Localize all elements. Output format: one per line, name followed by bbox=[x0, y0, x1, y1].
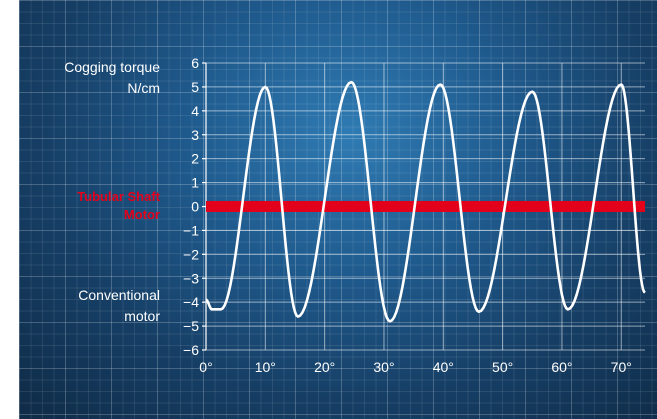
y-tick-label: −1 bbox=[183, 222, 199, 238]
x-tick-label: 0° bbox=[199, 359, 212, 375]
series-line-conventional-motor bbox=[204, 80, 646, 323]
y-tick-label: 1 bbox=[191, 175, 199, 191]
series-label-conventional-line1: Conventional bbox=[78, 287, 160, 303]
y-tick-label: −2 bbox=[183, 246, 199, 262]
x-tick-label: 30° bbox=[373, 359, 394, 375]
x-tick-label: 20° bbox=[314, 359, 335, 375]
chart-labels: Cogging torque N/cm Tubular Shaft Motor … bbox=[64, 59, 160, 324]
x-tick-label: 70° bbox=[611, 359, 632, 375]
y-tick-label: −3 bbox=[183, 270, 199, 286]
axes: 6 5 4 3 2 1 0 −1 −2 −3 −4 −5 −60° 10° 20° 30° 40° 50° 60° 7… bbox=[183, 55, 632, 375]
series-label-tubular-line2: Motor bbox=[124, 207, 160, 222]
y-tick-label: 2 bbox=[191, 151, 199, 167]
y-tick-label: −4 bbox=[183, 294, 199, 310]
series-marks bbox=[204, 80, 646, 323]
x-tick-label: 60° bbox=[551, 359, 572, 375]
y-axis-title-line2: N/cm bbox=[127, 80, 160, 96]
series-label-tubular-line1: Tubular Shaft bbox=[77, 189, 160, 204]
x-tick-label: 40° bbox=[433, 359, 454, 375]
y-tick-label: −5 bbox=[183, 318, 199, 334]
y-tick-label: 5 bbox=[191, 79, 199, 95]
y-tick-label: 6 bbox=[191, 55, 199, 71]
x-tick-label: 10° bbox=[255, 359, 276, 375]
x-tick-label: 50° bbox=[492, 359, 513, 375]
y-tick-label: 3 bbox=[191, 127, 199, 143]
y-tick-label: −6 bbox=[183, 342, 199, 358]
y-tick-label: 4 bbox=[191, 103, 199, 119]
y-tick-label: 0 bbox=[191, 199, 199, 215]
series-label-conventional-line2: motor bbox=[124, 308, 160, 324]
y-axis-title-line1: Cogging torque bbox=[64, 59, 160, 75]
